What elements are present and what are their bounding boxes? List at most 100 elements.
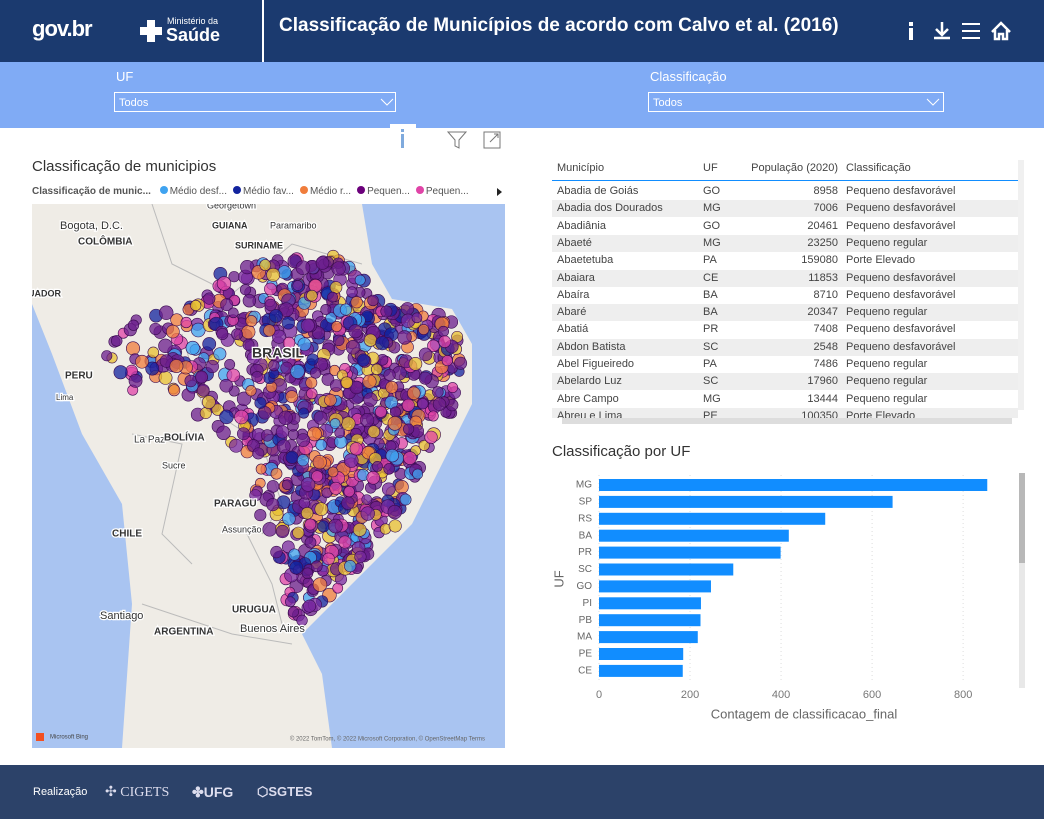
table-cell: SC [703,375,719,388]
map-point [264,282,277,296]
table-cell: Pequeno desfavorável [846,323,956,336]
x-tick-label: 0 [596,689,602,701]
map-point [324,393,337,407]
map-point [332,582,344,594]
bar [599,546,781,559]
map-point [310,560,323,573]
map-label: COLÔMBIA [78,235,132,248]
filter-dropdown[interactable]: Todos [114,92,396,112]
map[interactable]: Bogota, D.C. COLÔMBIA Georgetown GUIANA Para… [32,204,505,748]
map-point [363,392,378,407]
table-cell: MG [703,392,721,405]
logo-text: UFG [203,784,234,800]
map-point [339,303,352,316]
filter-value: Todos [653,97,683,109]
map-point [290,364,305,379]
map-point [261,429,274,442]
legend-label: Médio desf... [169,186,227,197]
table-cell: Abadia dos Dourados [557,202,663,215]
visual-toolbar[interactable] [390,124,510,152]
bar [599,614,701,627]
chart-scrollbar[interactable] [1019,473,1025,688]
map-point [229,438,244,453]
map-point [270,467,283,480]
gov-logo[interactable]: gov.br [32,16,93,41]
legend-swatch [159,186,168,194]
map-point [408,357,423,371]
map-label: CHILE [112,529,142,540]
map-point [249,489,262,502]
chart-scrollbar-thumb[interactable] [1019,473,1025,563]
table: Município UF População (2020) Classificação… [552,156,1018,418]
table-cell: Porte Elevado [846,254,916,267]
table-row [552,356,1018,373]
map-point [272,329,287,344]
table-cell: Abaré [557,306,587,319]
map-point [418,347,433,362]
map-point [403,451,417,465]
legend-arrow[interactable] [496,187,504,197]
table-row [552,373,1018,391]
map-point [264,298,277,312]
map-point [343,453,359,468]
table-visual: Município UF População (2020) Classificação… [552,156,1024,426]
v-scrollbar[interactable] [1018,160,1024,410]
column-header: Município [557,162,605,174]
legend-item: Pequen... [415,186,469,197]
map-point [245,315,258,327]
map-point [203,292,216,305]
map-point [180,316,192,329]
y-tick-label: MG [576,480,592,491]
map-point [309,367,322,379]
map-point [315,439,327,451]
map-point [231,328,243,341]
table-cell: Abre Campo [557,392,619,405]
map-point [361,494,373,505]
header-icons[interactable] [900,18,1025,44]
map-point [387,504,402,520]
logo-text: CIGETS [120,785,170,800]
map-point [281,479,293,491]
table-cell: Pequeno regular [846,392,928,405]
x-tick-label: 600 [863,689,881,701]
map-point [315,256,330,270]
map-label: Sucre [162,460,186,470]
map-point [110,335,123,347]
map-point [349,442,363,456]
uf-chart: Classificação por UF UF Contagem de clas… [551,443,1025,721]
map-point [363,333,378,347]
map-point [322,552,335,566]
y-tick-label: GO [576,581,592,592]
map-point [411,312,423,324]
h-scrollbar[interactable] [562,418,1012,424]
map-point [195,370,208,384]
map-point [237,427,250,441]
map-point [268,359,280,372]
map-label: Buenos Aires [240,623,305,635]
map-point [329,418,341,429]
y-tick-label: PE [579,649,593,660]
table-cell: 23250 [807,236,838,249]
map-point [266,498,280,512]
y-tick-label: SP [579,497,593,508]
map-point [304,518,317,531]
map-label: PERU [65,371,93,382]
map-point [213,347,227,361]
map-point [251,371,263,383]
map-point [300,477,316,492]
map-attribution: Microsoft Bing [50,735,88,741]
map-title: Classificação de municipios [32,158,217,175]
column-header: Classificação [846,162,911,174]
map-point [292,280,304,291]
filter-label: UF [116,69,134,84]
map-point [432,397,447,411]
map-point [282,512,296,526]
map-label: URUGUA [232,605,276,616]
table-cell: 8958 [813,185,838,197]
map-point [295,260,311,275]
filter-dropdown[interactable]: Todos [648,92,944,112]
map-point [311,470,324,483]
map-point [325,312,337,324]
table-cell: Abatiá [557,323,589,336]
map-point [399,493,412,506]
